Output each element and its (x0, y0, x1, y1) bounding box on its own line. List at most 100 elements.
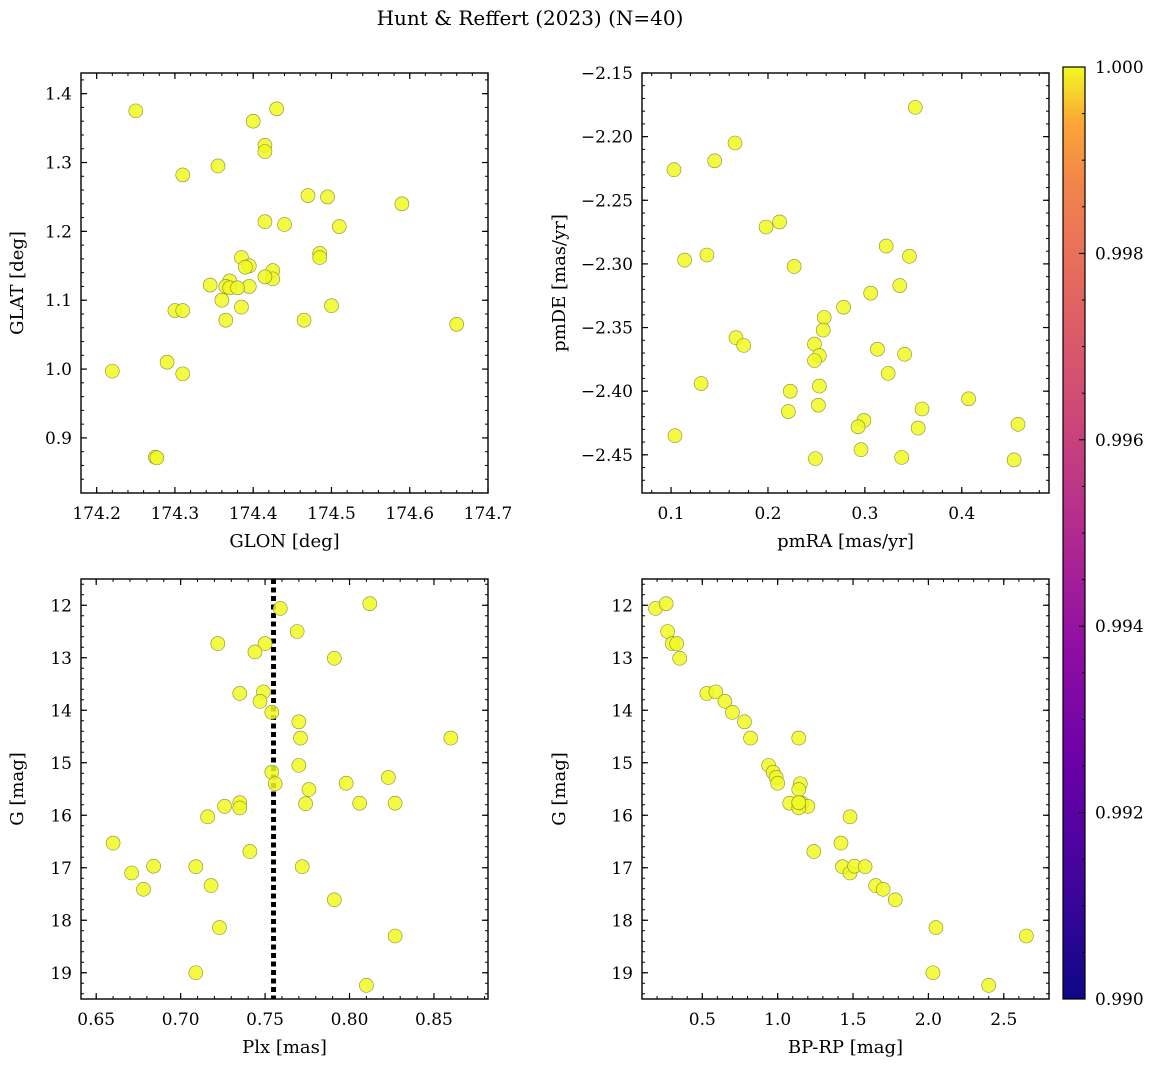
scatter-point (870, 341, 885, 357)
y-tick-label: 15 (50, 754, 72, 774)
scatter-point (359, 978, 374, 993)
x-tick-label: 0.70 (162, 1010, 200, 1030)
scatter-point (257, 636, 273, 651)
y-tick-label: 19 (611, 964, 633, 984)
colorbar-tick-label: 0.996 (1095, 431, 1144, 451)
scatter-point (247, 644, 263, 660)
figure-title: Hunt & Reffert (2023) (N=40) (376, 6, 684, 30)
scatter-point (146, 858, 161, 874)
scatter-point (781, 404, 796, 419)
scatter-point (387, 795, 403, 811)
scatter-point (136, 881, 151, 897)
y-tick-label: 12 (611, 596, 633, 616)
scatter-point (105, 835, 121, 851)
scatter-point (725, 705, 740, 720)
scatter-point (252, 694, 268, 709)
y-tick-label: 1.4 (45, 85, 72, 105)
scatter-point (296, 312, 312, 328)
scatter-point (175, 303, 191, 318)
scatter-point (291, 758, 307, 773)
scatter-point (699, 247, 715, 263)
scatter-point (381, 770, 396, 785)
x-axis-label: BP-RP [mag] (788, 1037, 903, 1058)
scatter-point (808, 451, 823, 466)
scatter-point (833, 835, 849, 851)
scatter-point (892, 278, 908, 293)
scatter-point (666, 162, 682, 178)
scatter-point (218, 312, 234, 328)
scatter-point (897, 346, 912, 362)
scatter-point (232, 800, 248, 816)
scatter-point (188, 965, 204, 981)
scatter-point (743, 730, 758, 746)
scatter-point (875, 881, 891, 897)
x-tick-label: 174.5 (307, 504, 356, 524)
scatter-point (878, 238, 894, 254)
axes-frame (641, 72, 1050, 494)
scatter-point (159, 354, 175, 370)
x-tick-label: 174.3 (151, 504, 200, 524)
y-tick-label: 12 (50, 596, 72, 616)
scatter-point (853, 442, 869, 458)
scatter-point (257, 144, 273, 159)
scatter-point (149, 450, 165, 466)
scatter-point (245, 113, 261, 129)
scatter-point (301, 782, 317, 797)
scatter-point (850, 419, 866, 435)
scatter-point (857, 859, 873, 875)
scatter-point (693, 376, 709, 391)
scatter-point (836, 299, 851, 315)
x-tick-label: 1.5 (840, 1010, 867, 1030)
y-tick-label: 1.3 (45, 154, 72, 174)
scatter-point (217, 799, 232, 814)
scatter-point (791, 795, 807, 810)
x-tick-label: 174.7 (464, 504, 513, 524)
colorbar: 0.990 0.992 0.994 0.996 0.998 1.000 (1062, 58, 1144, 1010)
scatter-point (717, 694, 733, 709)
y-tick-label: 14 (50, 701, 72, 721)
scatter-point (175, 366, 191, 382)
scatter-point (293, 730, 308, 746)
scatter-point (669, 636, 684, 651)
y-tick-label: −2.15 (581, 64, 633, 84)
scatter-point (880, 366, 896, 381)
scatter-point (294, 859, 310, 875)
y-tick-label: 17 (50, 859, 72, 879)
scatter-point (320, 189, 335, 205)
scatter-point (188, 859, 204, 875)
scatter-point (232, 686, 248, 701)
panel-plx-g: 0.65 0.70 0.75 0.80 0.85 12 13 14 15 16 17 18 19 Plx … (7, 578, 489, 1058)
scatter-point (772, 214, 787, 230)
scatter-point (708, 684, 724, 700)
x-tick-label: 0.1 (658, 504, 685, 524)
axes-frame (80, 578, 489, 1000)
scatter-point (331, 219, 347, 234)
scatter-point (230, 280, 245, 296)
scatter-point (238, 259, 253, 275)
scatter-point (327, 650, 342, 666)
x-tick-label: 0.85 (415, 1010, 453, 1030)
scatter-point (269, 101, 284, 117)
y-tick-label: −2.45 (581, 446, 633, 466)
x-tick-label: 0.3 (851, 504, 878, 524)
x-tick-label: 174.4 (229, 504, 278, 524)
scatter-point (981, 978, 997, 993)
scatter-point (387, 928, 403, 944)
y-tick-label: 18 (611, 911, 633, 931)
scatter-point (298, 796, 313, 812)
scatter-point (961, 391, 976, 407)
x-axis-label: Plx [mas] (242, 1037, 327, 1058)
y-tick-label: −2.40 (581, 382, 633, 402)
scatter-point (907, 100, 923, 115)
scatter-point (1006, 452, 1022, 468)
scatter-point (791, 782, 807, 797)
y-tick-label: 19 (50, 964, 72, 984)
y-axis-label: G [mag] (549, 752, 570, 825)
x-tick-label: 2.5 (990, 1010, 1017, 1030)
x-tick-label: 0.5 (689, 1010, 716, 1030)
scatter-point (1010, 416, 1026, 432)
y-tick-label: 14 (611, 701, 633, 721)
y-tick-label: −2.35 (581, 319, 633, 339)
scatter-point (202, 277, 218, 293)
scatter-point (300, 188, 316, 203)
